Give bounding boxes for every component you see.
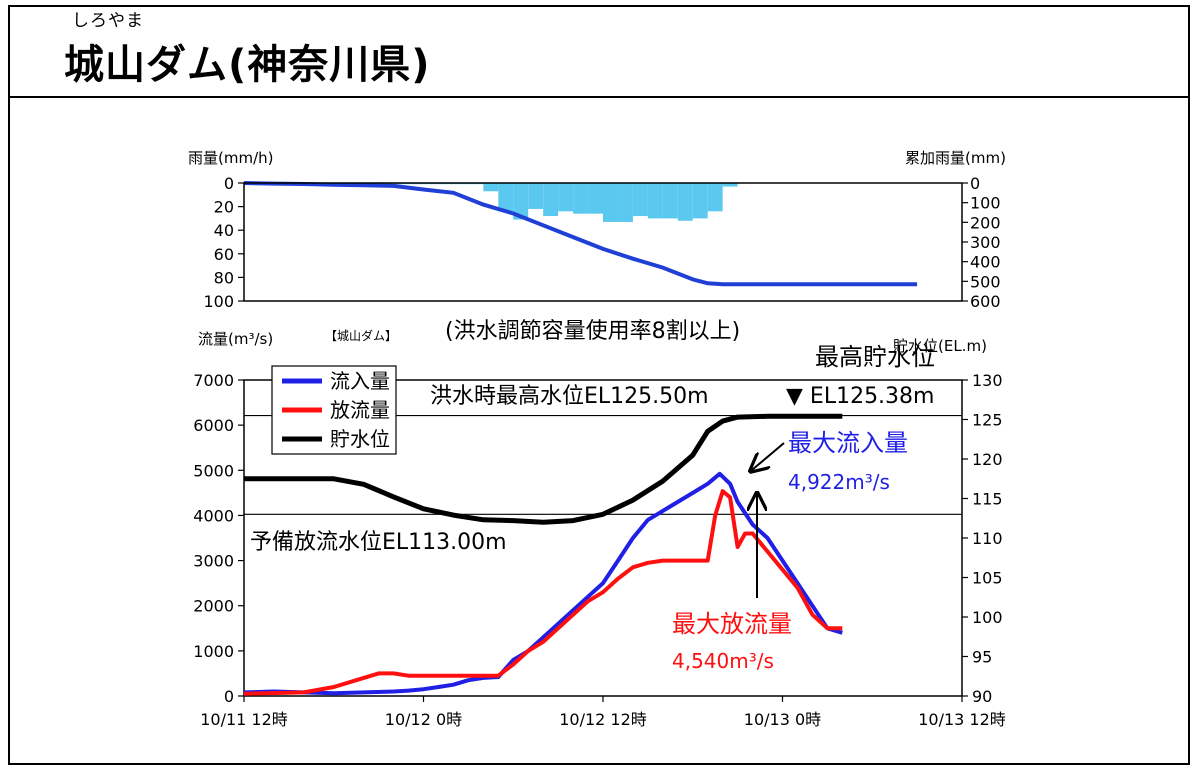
flow-left-tick-label: 1000 — [193, 642, 234, 661]
figure-frame — [8, 5, 1190, 765]
x-axis-ticks: 10/11 12時 10/12 0時 10/12 12時 10/13 0時 10/13 … — [200, 696, 1006, 729]
rain-left-tick-label: 100 — [203, 292, 234, 311]
flow-left-tick-label: 3000 — [193, 552, 234, 571]
rain-right-tick-label: 200 — [970, 213, 1001, 232]
flow-right-tick-label: 120 — [972, 450, 1003, 469]
rain-left-tick-label: 20 — [214, 198, 234, 217]
rain-left-tick-label: 40 — [214, 221, 234, 240]
flow-left-tick-label: 6000 — [193, 416, 234, 435]
flow-left-tick-label: 4000 — [193, 506, 234, 525]
rain-right-tick-label: 500 — [970, 272, 1001, 291]
reserve-level-label: 予備放流水位EL113.00m — [250, 530, 507, 555]
flow-right-tick-label: 125 — [972, 411, 1003, 430]
storage-level-line — [244, 413, 843, 525]
legend-label-outflow: 放流量 — [330, 398, 390, 422]
rain-bar — [498, 183, 514, 212]
flow-right-tick-label: 130 — [972, 371, 1003, 390]
max-inflow-title: 最大流入量 — [788, 429, 908, 457]
flow-left-ticks: 0 1000 2000 3000 4000 5000 6000 7000 — [193, 371, 244, 706]
rain-bar — [528, 183, 544, 209]
rain-bars — [258, 183, 738, 222]
legend-label-storage: 貯水位 — [330, 427, 390, 451]
header-separator — [8, 96, 1190, 98]
flow-right-tick-label: 95 — [972, 648, 992, 667]
x-tick-label: 10/13 0時 — [744, 710, 821, 729]
rain-bar — [692, 183, 708, 219]
flow-right-tick-label: 105 — [972, 569, 1003, 588]
rain-bar — [543, 183, 559, 217]
max-inflow-value: 4,922m³/s — [788, 470, 890, 494]
flow-left-tick-label: 0 — [224, 687, 234, 706]
rain-right-tick-label: 300 — [970, 233, 1001, 252]
rain-bar — [722, 183, 738, 187]
rain-left-tick-label: 0 — [224, 174, 234, 193]
page-title: 城山ダム(神奈川県) — [64, 42, 431, 88]
max-outflow-value: 4,540m³/s — [672, 649, 774, 673]
outflow-line — [243, 489, 843, 696]
rain-left-tick-label: 60 — [214, 245, 234, 264]
rain-bar — [513, 183, 529, 220]
x-tick-label: 10/12 12時 — [559, 710, 647, 729]
rain-right-tick-label: 600 — [970, 292, 1001, 311]
dam-small-label: 【城山ダム】 — [325, 328, 397, 343]
flow-left-tick-label: 7000 — [193, 371, 234, 390]
inflow-line — [243, 471, 843, 696]
rain-left-ticks: 0 20 40 60 80 100 — [203, 174, 244, 311]
x-tick-label: 10/12 0時 — [385, 710, 462, 729]
cumulative-rain-line — [243, 181, 918, 287]
flow-right-tick-label: 110 — [972, 529, 1003, 548]
max-level-title: 最高貯水位 — [815, 343, 935, 371]
rain-bar — [647, 183, 663, 219]
rain-bar — [677, 183, 693, 221]
rain-bar — [573, 183, 589, 214]
max-level-value: ▼ EL125.38m — [786, 384, 934, 409]
legend: 流入量 放流量 貯水位 — [271, 365, 397, 455]
flow-right-tick-label: 115 — [972, 490, 1003, 509]
rain-bar — [662, 183, 678, 219]
max-outflow-title: 最大放流量 — [672, 610, 792, 638]
flow-right-ticks: 90 95 100 105 110 115 120 125 130 — [962, 371, 1003, 706]
rain-bar — [617, 183, 633, 222]
rain-bar — [558, 183, 574, 212]
x-tick-label: 10/11 12時 — [200, 710, 288, 729]
rain-bar — [588, 183, 603, 214]
rain-bar — [707, 183, 723, 212]
flow-right-tick-label: 90 — [972, 687, 992, 706]
legend-label-inflow: 流入量 — [330, 369, 390, 393]
rain-bar — [483, 183, 499, 192]
flow-panel: 流量(m³/s) 【城山ダム】 (洪水調節容量使用率8割以上) 貯水位(EL.m… — [193, 319, 1006, 729]
rain-right-tick-label: 400 — [970, 253, 1001, 272]
rain-right-label: 累加雨量(mm) — [905, 149, 1006, 167]
rain-right-tick-label: 100 — [970, 194, 1001, 213]
flood-level-label: 洪水時最高水位EL125.50m — [430, 384, 709, 409]
x-tick-label: 10/13 12時 — [918, 710, 1006, 729]
rain-bar — [603, 183, 618, 222]
rain-left-label: 雨量(mm/h) — [188, 149, 274, 167]
flow-right-label: 貯水位(EL.m) — [893, 337, 987, 355]
rain-left-tick-label: 80 — [214, 268, 234, 287]
rain-right-tick-label: 0 — [970, 174, 980, 193]
flow-subtitle: (洪水調節容量使用率8割以上) — [445, 319, 740, 344]
title-ruby: しろやま — [72, 11, 144, 31]
flow-left-tick-label: 5000 — [193, 461, 234, 480]
flow-right-tick-label: 100 — [972, 608, 1003, 627]
flow-left-tick-label: 2000 — [193, 597, 234, 616]
max-inflow-arrow — [752, 442, 785, 470]
rain-bar — [632, 183, 648, 217]
flow-left-label: 流量(m³/s) — [198, 330, 273, 348]
